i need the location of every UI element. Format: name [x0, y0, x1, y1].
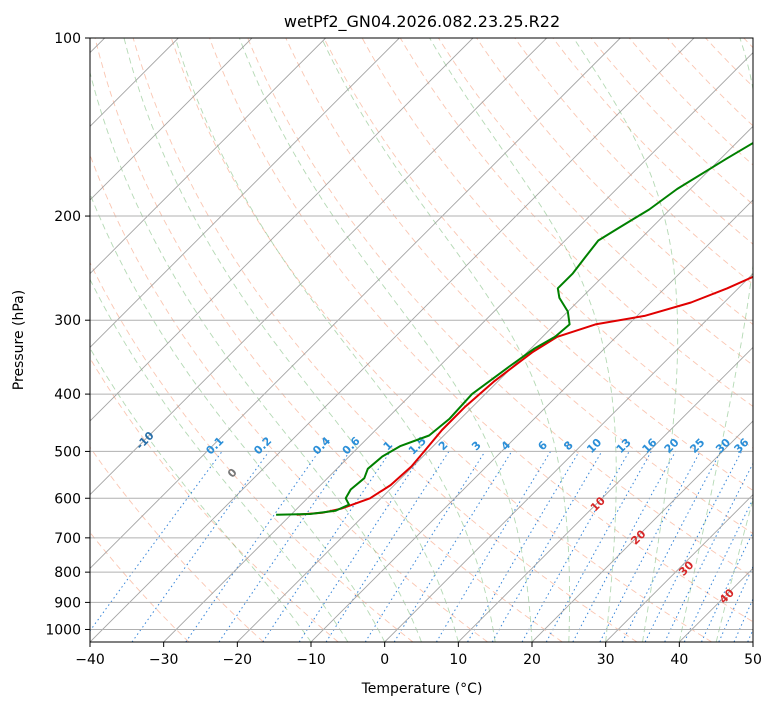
mixing-ratio-line — [82, 451, 222, 642]
dry-adiabat-label: 0 — [225, 466, 240, 481]
moist-adiabat — [574, 38, 678, 642]
mixing-ratio-line — [748, 451, 775, 642]
x-tick-label: 10 — [449, 652, 467, 668]
moist-adiabat — [679, 38, 759, 642]
dry-adiabat — [57, 38, 488, 642]
mixing-ratio-label: 36 — [732, 436, 752, 456]
dry-adiabat — [553, 38, 775, 642]
y-axis-label: Pressure (hPa) — [11, 290, 27, 390]
mixing-ratio-line — [573, 451, 676, 642]
mixing-ratio-line — [719, 451, 775, 642]
isotherm-line — [90, 38, 694, 642]
mixing-ratio-line — [365, 451, 485, 642]
mixing-ratio-label: 25 — [687, 436, 707, 456]
plot-frame — [90, 38, 753, 642]
x-tick-label: −10 — [296, 652, 326, 668]
dry-adiabat — [95, 38, 562, 642]
mixing-ratio-label: 0.4 — [310, 434, 333, 457]
mixing-ratio-line — [132, 451, 269, 642]
y-tick-label: 500 — [54, 444, 81, 460]
moist-adiabat — [175, 38, 495, 642]
moist-adiabat — [124, 38, 458, 642]
mixing-ratio-line — [645, 451, 741, 642]
y-tick-label: 300 — [54, 313, 81, 329]
isotherm-line — [385, 38, 775, 642]
y-tick-label: 1000 — [45, 622, 81, 638]
mixing-ratio-label: 6 — [535, 438, 550, 453]
isotherm-line — [753, 38, 775, 642]
dry-adiabat-label: -10 — [133, 429, 156, 452]
y-tick-label: 600 — [54, 491, 81, 507]
dry-adiabat — [667, 38, 775, 642]
chart-title: wetPf2_GN04.2026.082.23.25.R22 — [284, 12, 560, 32]
moist-adiabat-label: 30 — [676, 558, 696, 578]
mixing-ratio-label: 0.2 — [251, 434, 274, 457]
moist-adiabat — [716, 38, 775, 642]
dry-adiabat — [706, 38, 775, 642]
x-tick-label: 50 — [744, 652, 762, 668]
y-tick-label: 400 — [54, 387, 81, 403]
y-tick-label: 800 — [54, 565, 81, 581]
isotherm-line — [0, 38, 252, 642]
mixing-ratio-label: 0.1 — [203, 434, 226, 457]
y-tick-label: 100 — [54, 31, 81, 47]
y-tick-label: 900 — [54, 595, 81, 611]
y-tick-label: 200 — [54, 209, 81, 225]
isotherm-line — [164, 38, 768, 642]
moist-adiabat — [16, 38, 348, 642]
moist-adiabat — [322, 38, 570, 642]
mixing-ratio-line — [684, 451, 775, 642]
mixing-ratio-line — [219, 451, 350, 642]
mixing-ratio-label: 10 — [584, 436, 604, 456]
isotherm-line — [606, 38, 775, 642]
mixing-ratio-line — [702, 451, 775, 642]
dry-adiabat — [0, 38, 264, 642]
mixing-ratio-label: 13 — [614, 436, 634, 456]
background-lines — [0, 38, 775, 642]
mixing-ratio-line — [522, 451, 629, 642]
x-tick-label: 20 — [523, 652, 541, 668]
mixing-ratio-line — [394, 451, 512, 642]
dry-adiabat — [438, 38, 775, 642]
x-axis: −40 −30 −20 −10 0 10 20 30 40 50 — [75, 642, 762, 668]
mixing-ratio-line — [263, 451, 391, 642]
mixing-ratio-label: 20 — [662, 436, 682, 456]
x-tick-label: 30 — [597, 652, 615, 668]
y-axis: 100 200 300 400 500 600 700 800 900 1000 — [45, 31, 90, 638]
mixing-ratio-line — [326, 451, 449, 642]
dry-adiabat — [19, 38, 413, 642]
isotherm-line — [0, 38, 326, 642]
moist-adiabat — [430, 38, 617, 642]
dry-adiabat — [0, 38, 189, 642]
dry-adiabat — [744, 38, 775, 642]
mixing-ratio-line — [468, 451, 580, 642]
mixing-ratio-line — [665, 451, 760, 642]
isotherm-line — [0, 38, 399, 642]
isotherm-line — [0, 38, 547, 642]
mixing-ratio-line — [600, 451, 700, 642]
dry-adiabat — [0, 38, 338, 642]
mixing-ratio-label: 0.6 — [340, 434, 363, 457]
dry-adiabat — [171, 38, 711, 642]
x-axis-label: Temperature (°C) — [361, 681, 483, 697]
x-tick-label: −20 — [223, 652, 253, 668]
moist-adiabat-label: 40 — [717, 586, 737, 606]
mixing-ratio-label: 16 — [640, 436, 660, 456]
x-tick-label: −40 — [75, 652, 105, 668]
x-tick-label: −30 — [149, 652, 179, 668]
dry-adiabat — [286, 38, 775, 642]
moist-adiabat — [0, 38, 311, 642]
x-tick-label: 0 — [380, 652, 389, 668]
x-tick-label: 40 — [670, 652, 688, 668]
dry-adiabat — [210, 38, 775, 642]
mixing-ratio-label: 30 — [713, 436, 733, 456]
dry-adiabat — [591, 38, 775, 642]
y-tick-label: 700 — [54, 531, 81, 547]
dry-adiabat — [133, 38, 637, 642]
